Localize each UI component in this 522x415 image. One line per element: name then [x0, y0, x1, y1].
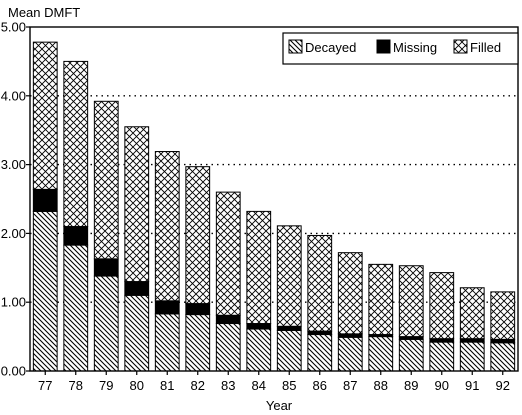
bar-filled-79 [93, 100, 119, 260]
bar-filled-80 [124, 126, 150, 283]
bar-missing-78 [63, 226, 89, 246]
x-tick-label-81: 81 [160, 378, 174, 393]
bars [32, 41, 516, 372]
axes [26, 26, 519, 375]
x-tick-label-86: 86 [313, 378, 327, 393]
bar-filled-81 [154, 151, 180, 302]
bar-missing-91 [459, 338, 485, 343]
bar-decayed-84 [246, 328, 272, 372]
bar-decayed-81 [154, 313, 180, 372]
x-tick-label-77: 77 [38, 378, 52, 393]
bar-filled-85 [276, 225, 302, 327]
bar-missing-84 [246, 323, 272, 330]
legend-swatch-decayed [288, 39, 303, 54]
bar-filled-86 [307, 234, 333, 332]
y-tick-label-0: 0.00 [1, 364, 26, 379]
x-tick-label-87: 87 [343, 378, 357, 393]
bar-missing-79 [93, 258, 119, 277]
bar-decayed-78 [63, 244, 89, 372]
bar-filled-92 [490, 291, 516, 340]
bar-filled-84 [246, 210, 272, 325]
bar-missing-92 [490, 338, 516, 344]
x-tick-labels: 77 78 79 80 81 82 83 84 85 86 87 88 89 90 91 92 [38, 378, 510, 393]
y-tick-label-5: 5.00 [1, 20, 26, 35]
bar-filled-77 [32, 41, 58, 190]
x-tick-label-82: 82 [191, 378, 205, 393]
x-tick-label-84: 84 [252, 378, 266, 393]
bar-missing-83 [215, 314, 241, 325]
bar-decayed-86 [307, 334, 333, 372]
x-tick-label-92: 92 [496, 378, 510, 393]
bar-decayed-80 [124, 294, 150, 372]
y-tick-label-1: 1.00 [1, 295, 26, 310]
x-tick-label-91: 91 [465, 378, 479, 393]
bar-filled-89 [398, 265, 424, 338]
bar-decayed-89 [398, 338, 424, 372]
bar-missing-87 [337, 333, 363, 338]
bar-missing-86 [307, 330, 333, 336]
bar-decayed-90 [429, 341, 455, 372]
y-tick-label-3: 3.00 [1, 157, 26, 172]
bar-decayed-87 [337, 336, 363, 372]
bar-filled-91 [459, 287, 485, 340]
bar-missing-77 [32, 188, 58, 212]
bar-filled-83 [215, 191, 241, 316]
bar-decayed-85 [276, 329, 302, 372]
bar-filled-78 [63, 60, 89, 228]
bar-decayed-79 [93, 275, 119, 372]
bar-decayed-77 [32, 210, 58, 372]
x-tick-label-80: 80 [130, 378, 144, 393]
bar-decayed-91 [459, 341, 485, 372]
plot-frame [29, 26, 519, 372]
x-tick-label-83: 83 [221, 378, 235, 393]
y-tick-label-2: 2.00 [1, 226, 26, 241]
bar-filled-90 [429, 272, 455, 340]
bar-filled-88 [368, 263, 394, 336]
legend-label-missing: Missing [393, 40, 437, 55]
y-axis-title: Mean DMFT [8, 5, 80, 20]
bar-missing-85 [276, 325, 302, 331]
bar-missing-82 [185, 303, 211, 316]
x-tick-label-85: 85 [282, 378, 296, 393]
bar-missing-81 [154, 300, 180, 315]
y-tick-label-4: 4.00 [1, 88, 26, 103]
bar-decayed-88 [368, 336, 394, 372]
y-tick-labels: 0.00 1.00 2.00 3.00 4.00 5.00 [1, 20, 26, 379]
bar-filled-82 [185, 166, 211, 305]
bar-missing-80 [124, 281, 150, 296]
x-tick-label-90: 90 [435, 378, 449, 393]
bar-filled-87 [337, 252, 363, 335]
legend-label-filled: Filled [470, 40, 501, 55]
legend-box [282, 32, 519, 65]
legend-label-decayed: Decayed [305, 40, 356, 55]
legend-swatch-missing [376, 39, 391, 54]
x-tick-label-88: 88 [374, 378, 388, 393]
legend: Decayed Missing Filled [282, 32, 519, 65]
x-tick-label-89: 89 [404, 378, 418, 393]
bar-decayed-83 [215, 323, 241, 372]
x-axis-title: Year [266, 398, 293, 413]
x-tick-label-79: 79 [99, 378, 113, 393]
x-tick-label-78: 78 [69, 378, 83, 393]
bar-decayed-92 [490, 342, 516, 372]
bar-missing-90 [429, 338, 455, 343]
bar-decayed-82 [185, 314, 211, 372]
legend-swatch-filled [453, 39, 468, 54]
